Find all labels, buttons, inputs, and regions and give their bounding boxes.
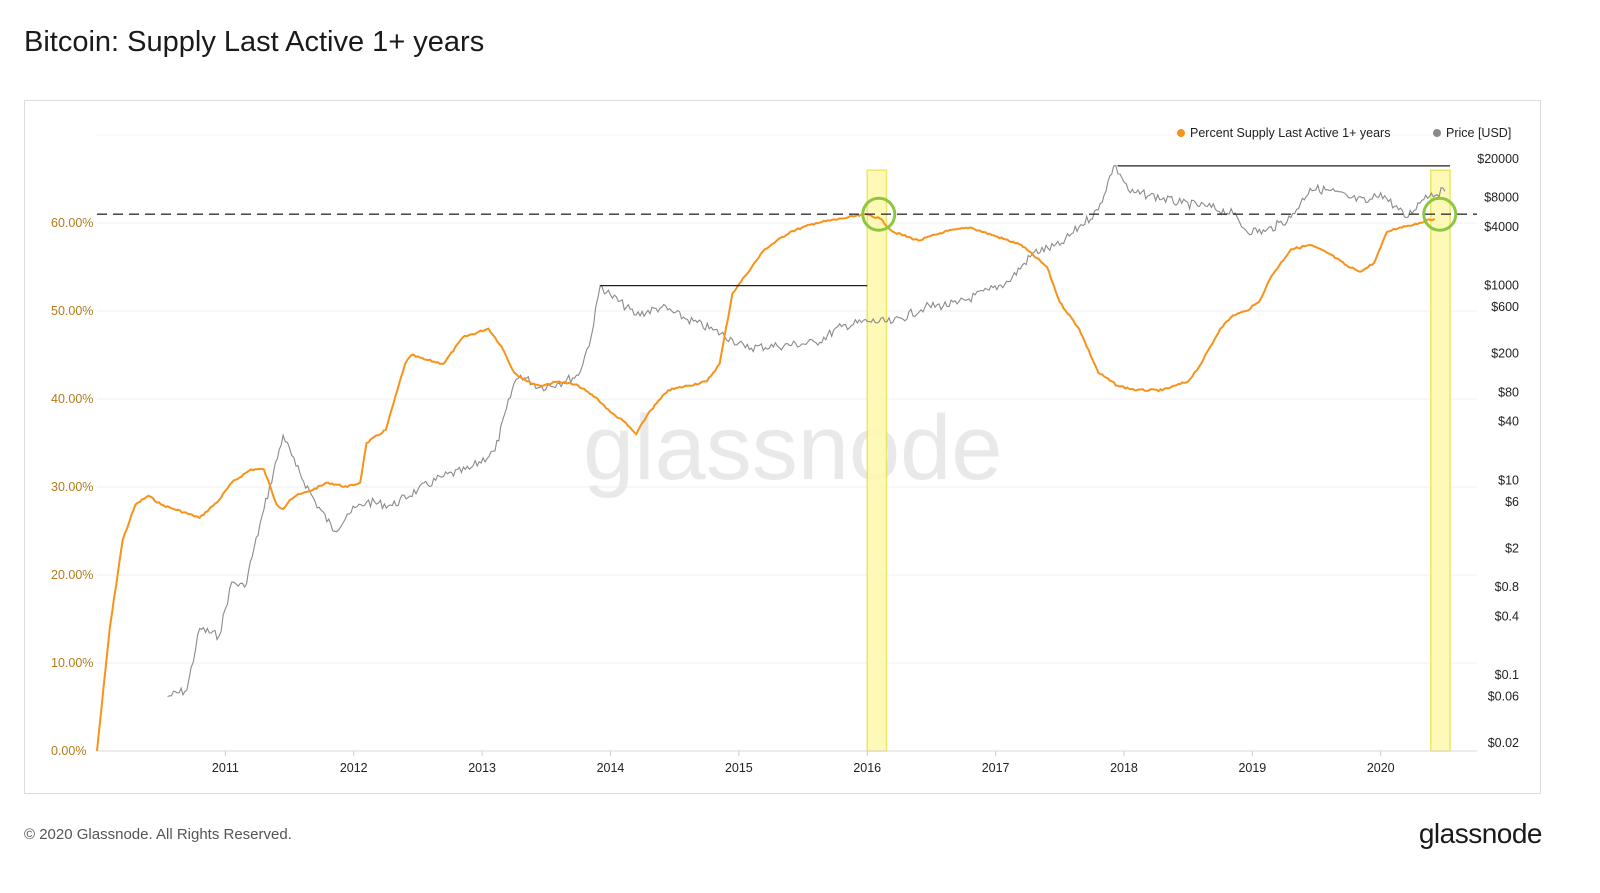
highlight-circle: [861, 196, 897, 232]
x-tick-label: 2020: [1367, 761, 1395, 775]
y-left-tick-label: 30.00%: [51, 480, 93, 494]
y-right-tick-label: $20000: [1477, 152, 1519, 166]
x-tick-label: 2013: [468, 761, 496, 775]
chart-panel: glassnode 0.00% 10.00% 20.00% 30.00% 40.00% 5…: [24, 100, 1541, 794]
legend-supply-swatch: [1177, 129, 1185, 137]
y-right-tick-label: $0.02: [1488, 736, 1519, 750]
price-series[interactable]: [167, 164, 1446, 698]
y-right-tick-label: $600: [1491, 300, 1519, 314]
y-right-tick-label: $1000: [1484, 279, 1519, 293]
y-right-tick-label: $200: [1491, 347, 1519, 361]
axes: 0.00% 10.00% 20.00% 30.00% 40.00% 50.00% 60.00…: [51, 152, 1519, 775]
y-right-tick-label: $0.1: [1495, 668, 1519, 682]
glassnode-logo[interactable]: glassnode: [1418, 818, 1543, 849]
chart-canvas[interactable]: glassnode 0.00% 10.00% 20.00% 30.00% 40.00% 5…: [25, 101, 1542, 795]
x-tick-label: 2015: [725, 761, 753, 775]
y-right-tick-label: $4000: [1484, 220, 1519, 234]
y-right-tick-label: $40: [1498, 415, 1519, 429]
supply-series[interactable]: [96, 213, 1436, 752]
y-left-tick-label: 60.00%: [51, 216, 93, 230]
y-right-tick-label: $0.4: [1495, 609, 1519, 623]
y-left-tick-label: 40.00%: [51, 392, 93, 406]
grid-lines: [97, 134, 1477, 752]
y-left-tick-label: 20.00%: [51, 568, 93, 582]
y-right-tick-label: $0.06: [1488, 690, 1519, 704]
x-tick-label: 2019: [1238, 761, 1266, 775]
y-left-tick-label: 50.00%: [51, 304, 93, 318]
supply-line: [96, 213, 1436, 752]
y-right-tick-label: $80: [1498, 385, 1519, 399]
annotations: [97, 165, 1477, 287]
legend-price-swatch: [1433, 129, 1441, 137]
y-right-tick-label: $6: [1505, 495, 1519, 509]
x-tick-label: 2012: [340, 761, 368, 775]
watermark-text: glassnode: [583, 397, 1002, 499]
legend-price-label[interactable]: Price [USD]: [1446, 126, 1511, 140]
y-right-tick-label: $0.8: [1495, 580, 1519, 594]
price-line: [167, 164, 1446, 698]
y-left-tick-label: 0.00%: [51, 744, 86, 758]
y-right-tick-label: $2: [1505, 541, 1519, 555]
highlight-band: [1430, 169, 1451, 752]
legend-supply-label[interactable]: Percent Supply Last Active 1+ years: [1190, 126, 1390, 140]
x-tick-label: 2014: [597, 761, 625, 775]
x-tick-label: 2016: [853, 761, 881, 775]
x-tick-label: 2011: [212, 761, 239, 775]
copyright-text: © 2020 Glassnode. All Rights Reserved.: [24, 826, 292, 843]
x-tick-label: 2018: [1110, 761, 1138, 775]
y-left-tick-label: 10.00%: [51, 656, 93, 670]
highlight-circle: [1422, 196, 1458, 232]
y-right-tick-label: $10: [1498, 473, 1519, 487]
x-tick-label: 2017: [982, 761, 1010, 775]
highlight-band: [866, 169, 888, 752]
y-right-tick-label: $8000: [1484, 191, 1519, 205]
legend[interactable]: Percent Supply Last Active 1+ years Pric…: [1177, 126, 1511, 140]
page-title: Bitcoin: Supply Last Active 1+ years: [24, 26, 485, 58]
